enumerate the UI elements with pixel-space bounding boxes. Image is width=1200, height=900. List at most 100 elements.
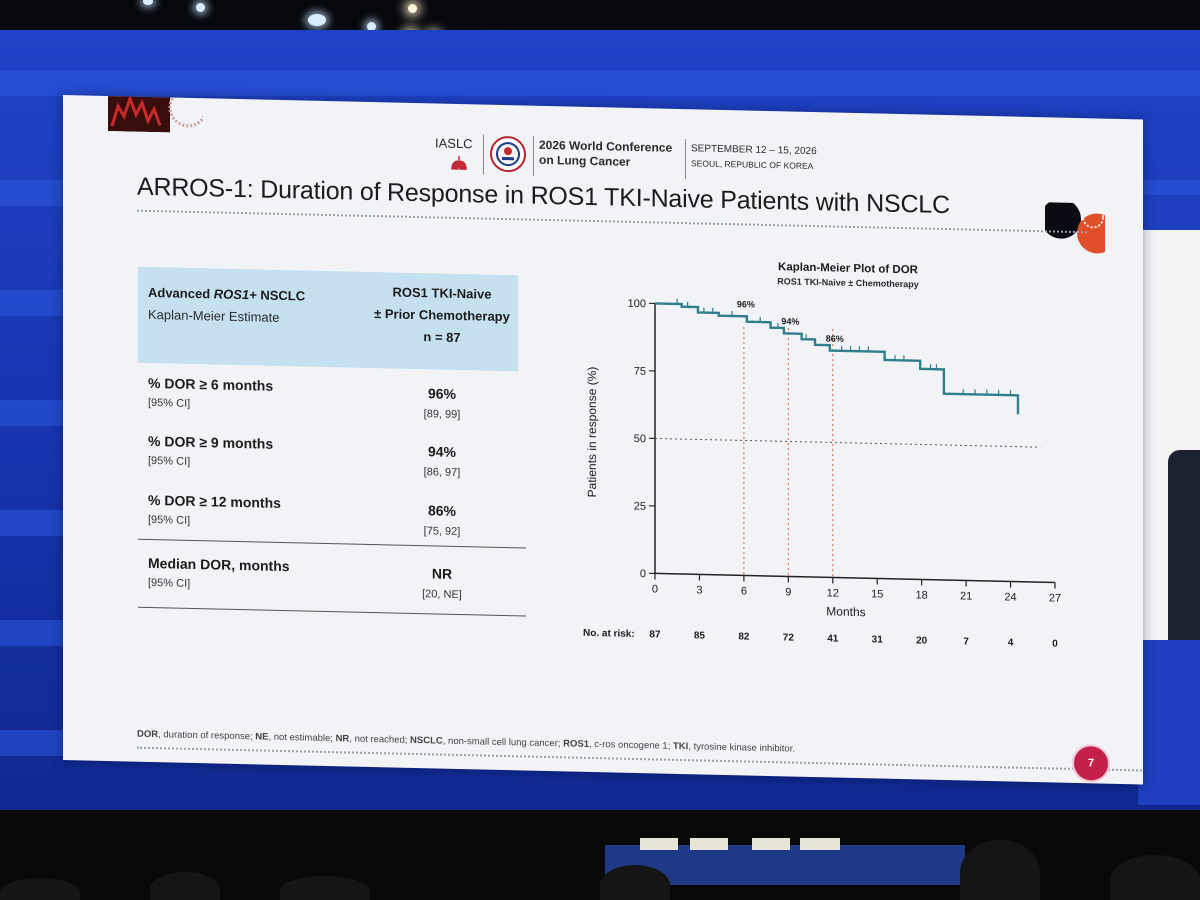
ceiling-light	[196, 3, 205, 12]
row-value: 94%	[427, 443, 457, 460]
logo-divider	[533, 135, 534, 176]
km-curve	[655, 302, 1020, 415]
row-sublabel: [95% CI]	[148, 576, 191, 590]
ceiling-light	[308, 14, 326, 26]
x-tick-label: 12	[827, 587, 839, 599]
x-tick-label: 15	[871, 588, 883, 600]
x-tick-label: 21	[960, 590, 972, 602]
table-header-left-title: Advanced ROS1+ NSCLC	[148, 284, 306, 304]
x-tick-label: 6	[741, 585, 747, 597]
footnote-abbr: DOR	[137, 728, 159, 741]
slide-corner-decoration	[108, 95, 203, 133]
ceiling-light	[143, 0, 153, 5]
x-axis-label: Months	[826, 604, 865, 619]
at-risk-count: 72	[783, 632, 795, 643]
at-risk-count: 41	[827, 633, 839, 644]
footnote-definition: , not estimable;	[268, 731, 336, 745]
table-rule	[138, 606, 526, 617]
x-tick-label: 9	[785, 586, 791, 598]
row-value: 86%	[427, 502, 457, 519]
presentation-slide: IASLC 2026 World Conference on Lung Canc…	[63, 95, 1143, 785]
footnote-definition: , c-ros oncogene 1;	[589, 738, 673, 752]
row-value: NR	[431, 565, 453, 582]
median-reference-line	[655, 437, 1041, 448]
audience-head	[1110, 855, 1200, 900]
at-risk-count: 82	[738, 631, 750, 642]
row-sublabel: [95% CI]	[148, 454, 191, 468]
at-risk-count: 4	[1008, 637, 1014, 648]
at-risk-count: 20	[916, 635, 928, 646]
at-risk-count: 0	[1052, 638, 1058, 649]
table-header-left-subtitle: Kaplan-Meier Estimate	[148, 306, 280, 325]
org-name: IASLC	[435, 135, 473, 152]
row-sublabel: [95% CI]	[148, 513, 191, 527]
at-risk-label: No. at risk:	[583, 628, 635, 640]
audience-head	[150, 872, 220, 900]
x-tick-label: 27	[1049, 592, 1061, 604]
conference-dates: SEPTEMBER 12 – 15, 2026	[691, 143, 817, 158]
footnote-abbr: NE	[255, 731, 269, 743]
ceiling-light	[408, 4, 417, 13]
footnote-definition: , non-small cell lung cancer;	[442, 735, 564, 750]
row-ci: [86, 97]	[423, 466, 461, 480]
x-tick-label: 18	[916, 589, 928, 601]
at-risk-count: 87	[649, 629, 661, 640]
ceiling-light	[367, 22, 376, 31]
y-tick-label: 50	[634, 433, 646, 445]
y-tick-label: 0	[640, 568, 646, 580]
row-ci: [89, 99]	[423, 408, 461, 422]
row-label: % DOR ≥ 6 months	[148, 374, 274, 394]
y-tick-label: 25	[634, 500, 646, 512]
x-tick-label: 3	[696, 584, 702, 596]
footnote-abbr: NR	[335, 733, 350, 745]
at-risk-count: 7	[963, 636, 969, 647]
landmark-label: 96%	[737, 299, 755, 309]
speaker-silhouette	[1168, 450, 1200, 640]
row-label: % DOR ≥ 12 months	[148, 491, 281, 511]
row-label: % DOR ≥ 9 months	[148, 432, 274, 452]
table-header-n: n = 87	[423, 329, 461, 346]
dor-summary-table: Advanced ROS1+ NSCLC Kaplan-Meier Estima…	[138, 266, 528, 617]
at-risk-count: 31	[872, 634, 884, 645]
table-header-cohort: ROS1 TKI-Naive	[392, 284, 492, 302]
nameplate	[640, 838, 678, 850]
y-axis-label: Patients in response (%)	[585, 366, 599, 497]
logo-divider	[483, 134, 484, 175]
audience-head	[280, 876, 370, 900]
landmark-label: 94%	[781, 316, 799, 326]
footnote-definition: , not reached;	[349, 733, 411, 746]
conference-location: SEOUL, REPUBLIC OF KOREA	[691, 158, 814, 172]
footnote-abbr: TKI	[673, 740, 689, 753]
audience-head	[0, 878, 80, 900]
y-tick-label: 75	[634, 365, 646, 377]
y-tick-label: 100	[628, 298, 646, 310]
logo-divider	[685, 139, 686, 180]
footnote-definition: , duration of response;	[158, 729, 256, 743]
at-risk-count: 85	[694, 630, 706, 641]
nameplate	[752, 838, 790, 850]
table-rule	[138, 538, 526, 549]
x-tick-label: 24	[1004, 591, 1016, 603]
nameplate	[690, 838, 728, 850]
table-header-cohort-sub: ± Prior Chemotherapy	[374, 306, 510, 325]
conference-name-line2: on Lung Cancer	[539, 152, 631, 169]
table-header: Advanced ROS1+ NSCLC Kaplan-Meier Estima…	[138, 266, 518, 372]
audience-head	[600, 865, 670, 900]
row-value: 96%	[427, 385, 457, 402]
row-label: Median DOR, months	[148, 554, 290, 575]
x-tick-label: 0	[652, 583, 658, 595]
chart-subtitle: ROS1 TKI-Naive ± Chemotherapy	[777, 276, 918, 289]
lungs-icon	[451, 155, 467, 170]
row-sublabel: [95% CI]	[148, 396, 191, 410]
conference-seal-icon	[490, 136, 526, 173]
row-ci: [20, NE]	[422, 588, 462, 602]
nameplate	[800, 838, 840, 850]
landmark-label: 86%	[826, 334, 844, 344]
chart-title: Kaplan-Meier Plot of DOR	[778, 261, 919, 276]
x-axis-line	[655, 572, 1055, 584]
footnote-abbr: NSCLC	[410, 734, 443, 747]
km-plot: Kaplan-Meier Plot of DOR ROS1 TKI-Naive …	[583, 261, 1061, 649]
page-number-badge: 7	[1074, 745, 1108, 781]
footnote-abbr: ROS1	[563, 738, 590, 750]
